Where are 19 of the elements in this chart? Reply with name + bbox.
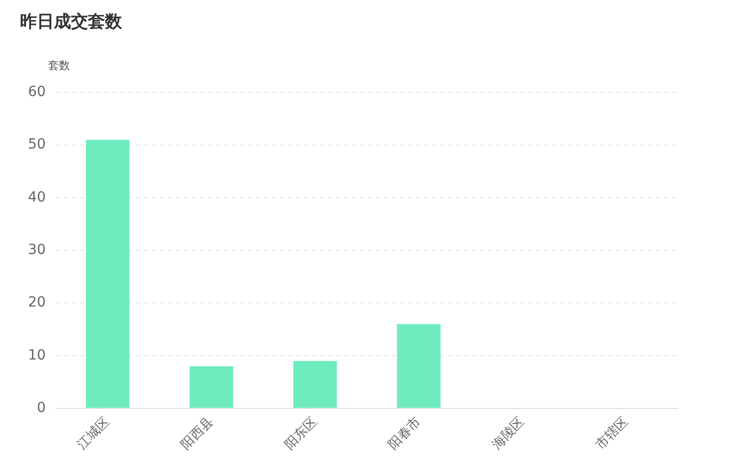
bar [293, 360, 337, 408]
bar [86, 140, 130, 408]
y-tick-label: 30 [28, 242, 46, 258]
y-tick-label: 40 [28, 189, 46, 206]
y-tick-label: 50 [28, 136, 46, 153]
x-tick-label: 阳东区 [282, 414, 320, 453]
x-tick-label: 阳西县 [178, 414, 217, 453]
chart-title: 昨日成交套数 [20, 11, 122, 33]
y-tick-label: 10 [28, 347, 46, 364]
y-tick-label: 60 [28, 84, 46, 100]
x-tick-label: 海陵区 [489, 414, 528, 453]
bar [190, 366, 234, 408]
y-tick-label: 20 [28, 294, 46, 311]
bar [396, 324, 441, 408]
x-tick-label: 阳春市 [386, 414, 424, 453]
y-axis-title: 套数 [48, 58, 70, 73]
y-tick-label: 0 [36, 400, 46, 416]
x-tick-label: 江城区 [74, 414, 113, 453]
x-tick-label: 市辖区 [593, 414, 632, 453]
